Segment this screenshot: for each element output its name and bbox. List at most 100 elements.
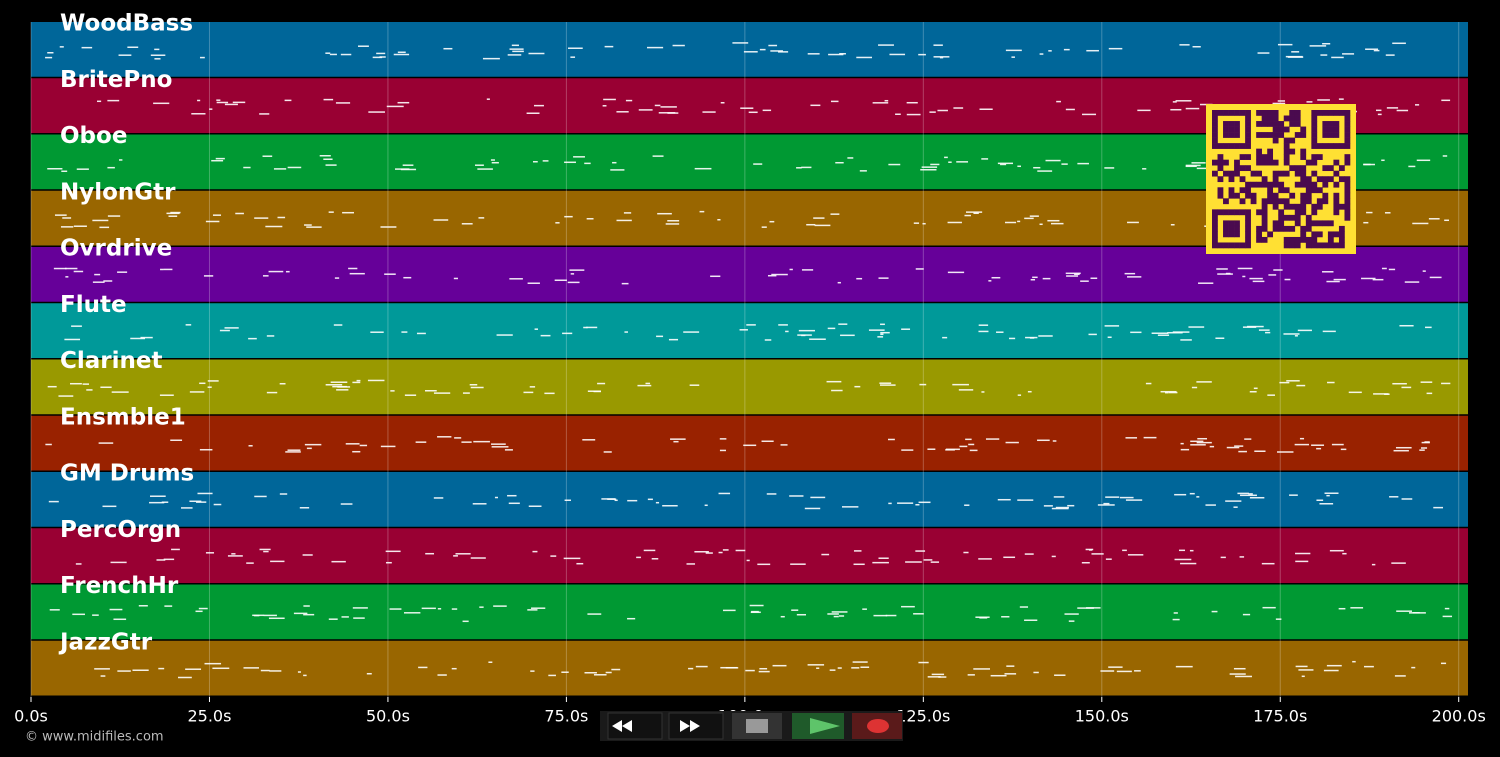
qr-cell (1239, 143, 1246, 149)
qr-cell (1278, 225, 1285, 232)
note (207, 386, 212, 388)
note (199, 382, 206, 385)
qr-cell (1305, 220, 1312, 227)
note (94, 273, 101, 276)
qr-cell (1245, 165, 1251, 172)
note (325, 164, 337, 166)
qr-cell (1261, 220, 1268, 227)
qr-cell (1217, 192, 1224, 199)
qr-cell (1267, 132, 1274, 138)
qr-cell (1245, 214, 1251, 221)
note (325, 52, 331, 54)
note (232, 101, 246, 104)
qr-cell (1333, 143, 1340, 149)
note (1265, 331, 1271, 334)
note (337, 386, 351, 388)
qr-cell (1344, 154, 1351, 160)
note (570, 273, 575, 275)
note (1127, 276, 1142, 278)
qr-cell (1283, 187, 1290, 194)
note (1063, 48, 1070, 51)
record-button[interactable] (852, 713, 902, 739)
note (266, 391, 278, 394)
note (356, 379, 361, 382)
track-row (31, 247, 1468, 302)
note (1108, 666, 1123, 668)
note (918, 53, 926, 56)
note (888, 502, 892, 505)
note (906, 113, 921, 116)
note (885, 614, 897, 617)
note (1294, 335, 1298, 337)
note (1247, 325, 1264, 328)
note (1295, 560, 1309, 563)
note (997, 162, 1014, 165)
note (1324, 492, 1339, 494)
note (163, 268, 173, 271)
qr-cell (1278, 181, 1285, 188)
note (1192, 45, 1201, 48)
note (996, 331, 1004, 333)
qr-cell (1294, 115, 1301, 122)
note (1297, 329, 1312, 332)
note (433, 392, 451, 394)
note (92, 219, 109, 222)
note (285, 451, 301, 453)
note (790, 563, 806, 565)
qr-cell (1272, 181, 1279, 188)
icon (680, 720, 700, 732)
note (878, 44, 894, 46)
note (127, 46, 139, 49)
qr-cell (1322, 132, 1329, 138)
note (490, 159, 495, 161)
stop-button[interactable] (732, 713, 782, 739)
qr-cell (1212, 126, 1218, 133)
qr-cell (1344, 126, 1351, 133)
note (243, 667, 259, 669)
qr-cell (1256, 110, 1262, 116)
note (71, 325, 82, 327)
note (550, 555, 557, 557)
note (323, 158, 333, 160)
note (178, 676, 192, 679)
play-button[interactable] (792, 713, 844, 739)
note (1284, 278, 1291, 281)
note (328, 618, 338, 620)
note (964, 214, 971, 217)
qr-cell (1289, 115, 1296, 122)
note (1377, 113, 1382, 116)
note (767, 274, 777, 277)
note (1052, 440, 1057, 442)
note (1085, 548, 1094, 551)
note (110, 561, 127, 564)
qr-cell (1311, 110, 1318, 116)
note (718, 551, 723, 554)
note (710, 275, 721, 278)
note (437, 436, 452, 438)
note (770, 50, 783, 52)
qr-cell (1239, 198, 1246, 205)
note (150, 54, 166, 56)
qr-cell (1239, 110, 1246, 116)
note (1104, 167, 1115, 169)
rewind-button[interactable] (607, 712, 663, 740)
qr-cell (1239, 242, 1246, 249)
note (623, 212, 632, 214)
note (978, 324, 989, 326)
qr-cell (1217, 143, 1224, 149)
note (341, 616, 349, 618)
note (1066, 275, 1079, 277)
note (359, 444, 368, 447)
qr-cell (1256, 225, 1262, 232)
forward-button[interactable] (668, 712, 724, 740)
qr-cell (1344, 181, 1351, 188)
qr-cell (1316, 242, 1323, 249)
note (1043, 505, 1053, 507)
track-labels: WoodBass BritePno Oboe NylonGtr Ovrdrive Flut… (58, 11, 194, 656)
note (523, 391, 534, 394)
note (1384, 212, 1391, 214)
note (1220, 556, 1226, 559)
note (1320, 54, 1328, 56)
note (504, 449, 513, 451)
qr-cell (1283, 148, 1290, 155)
